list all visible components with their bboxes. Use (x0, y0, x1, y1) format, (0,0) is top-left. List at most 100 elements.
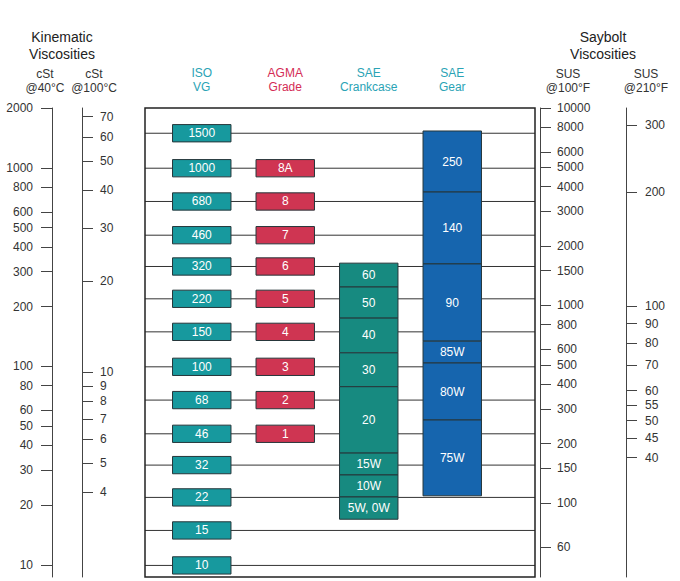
svg-text:2: 2 (282, 393, 289, 407)
svg-text:10: 10 (100, 365, 114, 379)
svg-text:cSt: cSt (36, 67, 54, 81)
svg-text:30: 30 (100, 221, 114, 235)
svg-text:7: 7 (100, 412, 107, 426)
svg-text:800: 800 (557, 318, 577, 332)
svg-text:Kinematic: Kinematic (31, 29, 92, 45)
svg-text:7: 7 (282, 228, 289, 242)
svg-text:32: 32 (195, 458, 209, 472)
svg-text:3: 3 (282, 360, 289, 374)
svg-text:Saybolt: Saybolt (580, 29, 627, 45)
svg-text:10: 10 (195, 558, 209, 572)
svg-text:Crankcase: Crankcase (340, 80, 398, 94)
svg-text:10: 10 (20, 558, 34, 572)
svg-text:Viscosities: Viscosities (29, 46, 95, 62)
svg-text:SAE: SAE (357, 66, 381, 80)
svg-text:Grade: Grade (269, 80, 303, 94)
svg-text:SUS: SUS (634, 67, 659, 81)
svg-text:1000: 1000 (557, 298, 584, 312)
svg-text:50: 50 (362, 296, 376, 310)
svg-text:300: 300 (645, 118, 665, 132)
svg-text:50: 50 (645, 414, 659, 428)
svg-text:500: 500 (557, 358, 577, 372)
svg-text:400: 400 (13, 240, 33, 254)
svg-text:70: 70 (100, 110, 114, 124)
svg-text:100: 100 (645, 299, 665, 313)
svg-text:2000: 2000 (6, 101, 33, 115)
svg-text:15: 15 (195, 523, 209, 537)
svg-text:cSt: cSt (85, 67, 103, 81)
svg-text:1: 1 (282, 427, 289, 441)
svg-text:VG: VG (193, 80, 210, 94)
svg-text:60: 60 (362, 268, 376, 282)
svg-text:30: 30 (20, 463, 34, 477)
svg-text:68: 68 (195, 393, 209, 407)
svg-text:15W: 15W (356, 457, 381, 471)
svg-text:40: 40 (20, 438, 34, 452)
svg-text:Gear: Gear (439, 80, 466, 94)
svg-text:22: 22 (195, 490, 209, 504)
svg-text:60: 60 (100, 130, 114, 144)
svg-text:55: 55 (645, 398, 659, 412)
svg-text:220: 220 (192, 292, 212, 306)
svg-text:300: 300 (557, 402, 577, 416)
svg-text:@40°C: @40°C (26, 81, 65, 95)
svg-text:80: 80 (645, 336, 659, 350)
svg-text:460: 460 (192, 228, 212, 242)
svg-text:50: 50 (20, 419, 34, 433)
svg-text:800: 800 (13, 180, 33, 194)
svg-text:500: 500 (13, 221, 33, 235)
svg-text:60: 60 (645, 384, 659, 398)
svg-text:8: 8 (282, 194, 289, 208)
svg-text:680: 680 (192, 194, 212, 208)
svg-text:70: 70 (645, 358, 659, 372)
svg-text:10000: 10000 (557, 101, 591, 115)
svg-text:9: 9 (100, 379, 107, 393)
svg-text:@100°F: @100°F (546, 81, 590, 95)
svg-text:4: 4 (282, 325, 289, 339)
svg-text:SAE: SAE (440, 66, 464, 80)
svg-text:200: 200 (13, 300, 33, 314)
svg-text:400: 400 (557, 377, 577, 391)
svg-text:5: 5 (282, 292, 289, 306)
svg-text:200: 200 (645, 185, 665, 199)
svg-text:40: 40 (362, 328, 376, 342)
svg-text:6000: 6000 (557, 145, 584, 159)
svg-text:150: 150 (192, 325, 212, 339)
svg-text:5: 5 (100, 456, 107, 470)
svg-text:SUS: SUS (556, 67, 581, 81)
svg-text:1500: 1500 (557, 264, 584, 278)
svg-text:8A: 8A (278, 161, 293, 175)
svg-text:250: 250 (442, 155, 462, 169)
svg-text:4: 4 (100, 485, 107, 499)
svg-text:90: 90 (446, 296, 460, 310)
svg-text:ISO: ISO (191, 66, 212, 80)
svg-text:100: 100 (557, 496, 577, 510)
svg-text:1500: 1500 (188, 126, 215, 140)
svg-text:50: 50 (100, 154, 114, 168)
svg-text:200: 200 (557, 437, 577, 451)
svg-text:600: 600 (557, 342, 577, 356)
svg-text:AGMA: AGMA (268, 66, 303, 80)
svg-text:5W, 0W: 5W, 0W (348, 501, 391, 515)
svg-text:6: 6 (282, 259, 289, 273)
svg-text:10W: 10W (356, 479, 381, 493)
svg-text:40: 40 (645, 451, 659, 465)
svg-text:80W: 80W (440, 385, 465, 399)
svg-text:300: 300 (13, 265, 33, 279)
svg-text:60: 60 (557, 540, 571, 554)
svg-text:4000: 4000 (557, 180, 584, 194)
svg-text:85W: 85W (440, 345, 465, 359)
svg-text:20: 20 (362, 413, 376, 427)
svg-text:80: 80 (20, 379, 34, 393)
svg-text:100: 100 (192, 360, 212, 374)
svg-text:90: 90 (645, 317, 659, 331)
svg-text:140: 140 (442, 221, 462, 235)
svg-text:1000: 1000 (188, 161, 215, 175)
svg-text:40: 40 (100, 183, 114, 197)
svg-text:150: 150 (557, 461, 577, 475)
svg-text:46: 46 (195, 427, 209, 441)
svg-text:Viscosities: Viscosities (570, 46, 636, 62)
svg-text:60: 60 (20, 403, 34, 417)
svg-text:2000: 2000 (557, 239, 584, 253)
svg-text:@210°F: @210°F (624, 81, 668, 95)
